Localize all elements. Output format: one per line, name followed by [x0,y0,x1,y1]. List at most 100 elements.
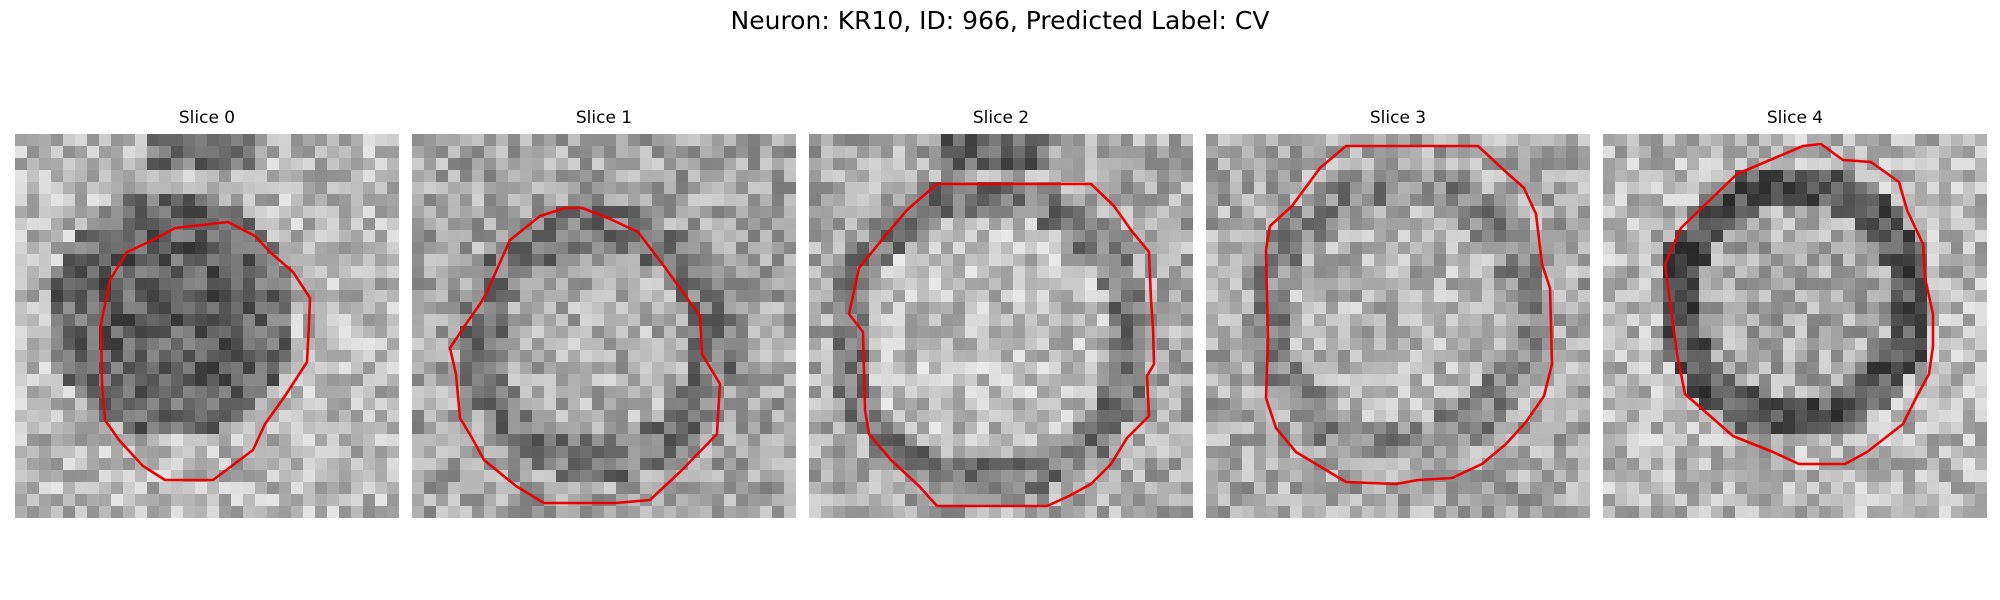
pixel [75,374,87,386]
pixel [556,458,568,470]
pixel [1675,254,1687,266]
pixel [1230,266,1242,278]
pixel [1326,434,1338,446]
pixel [171,386,183,398]
pixel [676,242,688,254]
pixel [1615,194,1627,206]
pixel [520,326,532,338]
pixel [1278,506,1290,518]
pixel [628,206,640,218]
pixel [1470,134,1482,146]
pixel [1338,254,1350,266]
pixel [845,338,857,350]
pixel [833,458,845,470]
pixel [1843,410,1855,422]
pixel [1723,194,1735,206]
pixel [1554,266,1566,278]
pixel [1747,218,1759,230]
pixel [917,278,929,290]
pixel [484,242,496,254]
pixel [1121,242,1133,254]
pixel [953,278,965,290]
pixel [219,170,231,182]
pixel [1711,374,1723,386]
pixel [63,386,75,398]
pixel [75,434,87,446]
pixel [1795,386,1807,398]
pixel [1927,134,1939,146]
pixel [1290,410,1302,422]
pixel [1326,314,1338,326]
pixel [39,338,51,350]
pixel [568,434,580,446]
pixel [1254,242,1266,254]
pixel [929,422,941,434]
pixel [1903,314,1915,326]
pixel [809,170,821,182]
pixel [1242,278,1254,290]
pixel [1699,278,1711,290]
pixel [1651,194,1663,206]
pixel [183,386,195,398]
pixel [1566,302,1578,314]
pixel [1230,362,1242,374]
pixel [1326,218,1338,230]
pixel [195,506,207,518]
pixel [941,386,953,398]
pixel [315,314,327,326]
pixel [436,362,448,374]
pixel [628,338,640,350]
pixel [1422,422,1434,434]
pixel [1097,470,1109,482]
pixel [1254,482,1266,494]
pixel [1121,350,1133,362]
pixel [472,482,484,494]
pixel [1362,470,1374,482]
pixel [1843,350,1855,362]
pixel [580,158,592,170]
pixel [700,314,712,326]
pixel [508,446,520,458]
pixel [821,398,833,410]
pixel [1181,506,1193,518]
pixel [1819,134,1831,146]
pixel [1446,350,1458,362]
pixel [1157,218,1169,230]
pixel [303,134,315,146]
pixel [809,386,821,398]
pixel [1795,194,1807,206]
pixel [869,182,881,194]
pixel [688,410,700,422]
pixel [1963,194,1975,206]
pixel [255,326,267,338]
pixel [568,350,580,362]
pixel [1350,362,1362,374]
pixel [520,398,532,410]
pixel [496,146,508,158]
pixel [736,458,748,470]
pixel [628,410,640,422]
pixel [39,494,51,506]
pixel [1975,410,1987,422]
pixel [231,158,243,170]
pixel [1615,170,1627,182]
pixel [917,338,929,350]
pixel [243,146,255,158]
pixel [339,362,351,374]
pixel [231,194,243,206]
pixel [1206,458,1218,470]
pixel [111,374,123,386]
pixel [688,434,700,446]
pixel [339,230,351,242]
pixel [1891,350,1903,362]
pixel [1025,218,1037,230]
pixel [809,410,821,422]
pixel [784,182,796,194]
pixel [1578,254,1590,266]
pixel [772,266,784,278]
pixel [1169,158,1181,170]
pixel [965,326,977,338]
pixel [1458,290,1470,302]
pixel [1169,146,1181,158]
pixel [267,458,279,470]
